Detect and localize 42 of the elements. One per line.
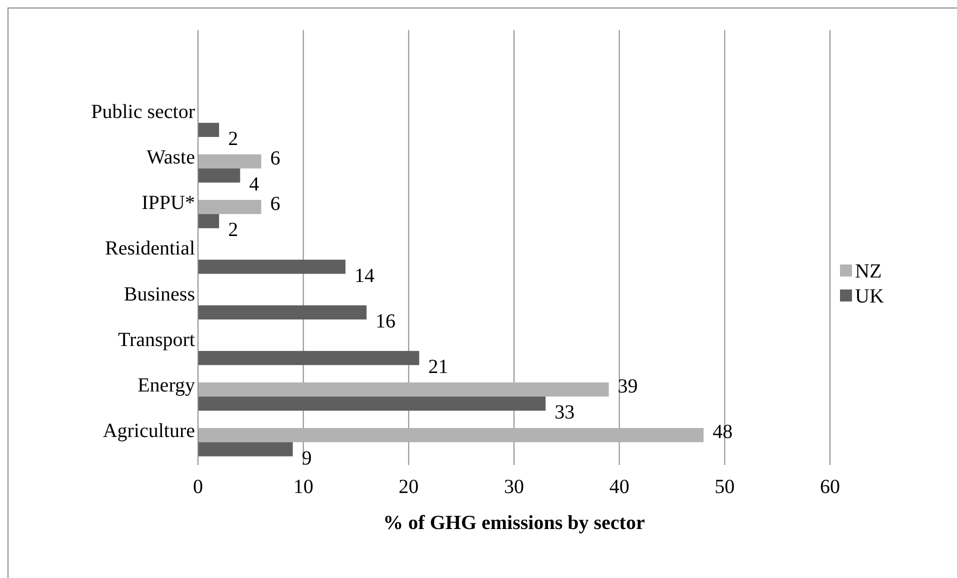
data-label: 9 [302, 447, 312, 470]
x-axis-title: % of GHG emissions by sector [383, 512, 645, 534]
data-label: 2 [228, 128, 238, 150]
x-tick-label: 0 [193, 476, 203, 498]
bar [198, 350, 420, 366]
y-tick-label: Agriculture [102, 420, 196, 442]
bar [198, 168, 240, 183]
data-label: 33 [554, 402, 575, 424]
data-label: 21 [428, 356, 448, 378]
bar [198, 260, 346, 274]
legend-label: UK [855, 286, 884, 308]
x-tick-label: 60 [820, 476, 840, 498]
y-tick-label: Public sector [91, 100, 196, 123]
x-tick-label: 20 [398, 476, 419, 498]
bar [198, 200, 262, 214]
bar [198, 428, 704, 442]
y-tick-label: IPPU* [142, 192, 195, 214]
data-label: 39 [618, 375, 638, 398]
bar [198, 382, 609, 397]
y-tick-label: Business [124, 283, 196, 306]
bar [198, 214, 220, 228]
data-label: 16 [376, 310, 396, 332]
bar [198, 305, 367, 320]
bar [198, 122, 220, 137]
x-tick-label: 30 [504, 476, 524, 498]
data-label: 6 [270, 192, 280, 215]
x-tick-label: 50 [714, 476, 735, 498]
y-tick-label: Residential [105, 238, 196, 260]
y-tick-label: Energy [138, 374, 195, 397]
bar [198, 396, 546, 411]
data-label: 2 [228, 219, 238, 242]
y-tick-label: Waste [146, 146, 196, 168]
data-label: 14 [354, 264, 374, 287]
x-tick-label: 10 [293, 476, 314, 498]
legend-label: NZ [855, 260, 882, 282]
bar [198, 442, 293, 456]
data-label: 6 [270, 147, 280, 170]
bar [198, 154, 262, 168]
x-tick-label: 40 [609, 476, 630, 498]
y-tick-label: Transport [118, 328, 196, 351]
data-label: 48 [712, 421, 733, 444]
data-label: 4 [249, 174, 260, 196]
